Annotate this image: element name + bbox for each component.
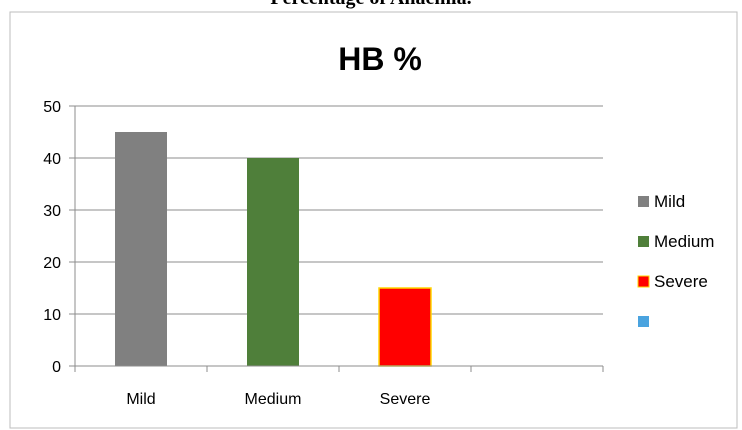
y-tick-label: 30 — [43, 203, 61, 220]
legend-swatch — [638, 316, 649, 327]
legend-label: Medium — [654, 232, 714, 251]
figure-caption: Percentage of Anaemia. — [0, 0, 742, 10]
y-tick-label: 0 — [52, 359, 61, 376]
legend-swatch — [638, 196, 649, 207]
legend-label: Mild — [654, 192, 685, 211]
x-tick-label: Severe — [380, 391, 431, 408]
bar-severe — [378, 287, 432, 367]
bar-medium — [247, 158, 299, 366]
x-tick-label: Medium — [245, 391, 302, 408]
y-tick-label: 10 — [43, 307, 61, 324]
bar-mild — [115, 132, 167, 366]
chart-title: HB % — [338, 41, 422, 77]
x-tick-label: Mild — [126, 391, 155, 408]
legend-swatch — [637, 275, 650, 288]
legend-swatch — [638, 236, 649, 247]
y-tick-label: 50 — [43, 99, 61, 116]
legend-label: Severe — [654, 272, 708, 291]
y-tick-label: 40 — [43, 151, 61, 168]
y-tick-label: 20 — [43, 255, 61, 272]
